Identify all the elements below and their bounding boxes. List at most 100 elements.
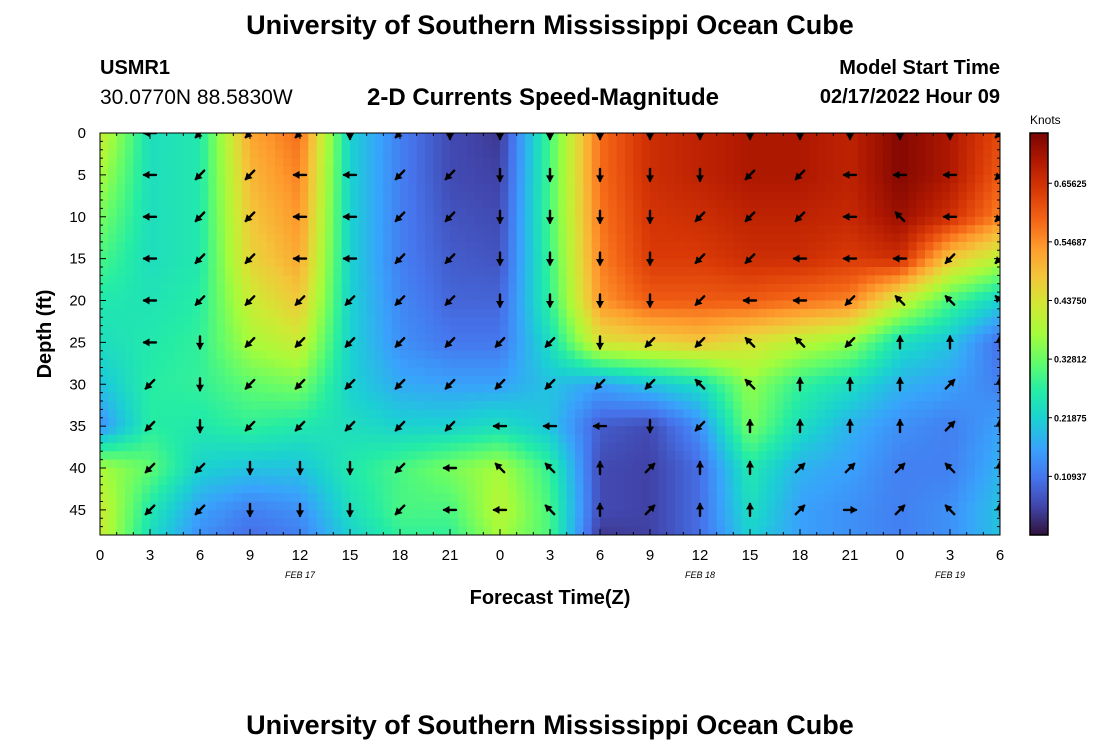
heatmap-cell (725, 208, 734, 218)
heatmap-cell (908, 342, 918, 352)
heatmap-cell (408, 317, 418, 327)
heatmap-cell (716, 409, 726, 419)
heatmap-cell (916, 216, 926, 226)
heatmap-cell (633, 275, 643, 285)
heatmap-cell (800, 359, 809, 369)
heatmap-cell (591, 292, 601, 302)
heatmap-cell (425, 258, 434, 268)
heatmap-cell (666, 283, 676, 293)
heatmap-cell (216, 359, 226, 369)
heatmap-cell (383, 267, 393, 276)
heatmap-cell (591, 350, 601, 360)
heatmap-cell (508, 283, 518, 293)
heatmap-cell (425, 459, 434, 469)
heatmap-cell (366, 174, 376, 184)
heatmap-cell (783, 342, 793, 352)
heatmap-cell (475, 267, 484, 276)
heatmap-cell (116, 409, 126, 419)
heatmap-cell (433, 241, 443, 251)
heatmap-cell (300, 409, 309, 419)
heatmap-cell (683, 275, 693, 285)
heatmap-cell (575, 451, 584, 461)
heatmap-cell (416, 325, 426, 335)
heatmap-cell (400, 442, 409, 452)
heatmap-cell (350, 258, 359, 268)
heatmap-cell (991, 468, 1000, 477)
heatmap-cell (833, 158, 843, 168)
heatmap-cell (233, 459, 243, 469)
heatmap-cell (941, 133, 951, 142)
heatmap-cell (258, 493, 268, 503)
heatmap-cell (650, 451, 659, 461)
heatmap-cell (566, 476, 576, 486)
heatmap-cell (533, 216, 543, 226)
heatmap-cell (350, 468, 359, 477)
heatmap-cell (750, 292, 759, 302)
heatmap-cell (875, 267, 884, 276)
heatmap-cell (775, 191, 784, 201)
heatmap-cell (841, 350, 851, 360)
heatmap-cell (958, 493, 968, 503)
heatmap-cell (308, 426, 318, 436)
heatmap-cell (350, 484, 359, 494)
heatmap-cell (408, 451, 418, 461)
heatmap-cell (425, 350, 434, 360)
heatmap-cell (908, 459, 918, 469)
heatmap-cell (791, 493, 801, 503)
heatmap-cell (833, 166, 843, 176)
heatmap-cell (591, 208, 601, 218)
heatmap-cell (691, 501, 701, 511)
heatmap-cell (841, 283, 851, 293)
heatmap-cell (366, 501, 376, 511)
heatmap-cell (650, 275, 659, 285)
heatmap-cell (916, 442, 926, 452)
heatmap-cell (483, 442, 493, 452)
heatmap-cell (825, 158, 834, 168)
heatmap-cell (508, 317, 518, 327)
heatmap-cell (966, 283, 976, 293)
heatmap-cell (358, 375, 368, 385)
heatmap-cell (900, 434, 909, 444)
heatmap-cell (466, 317, 476, 327)
heatmap-cell (116, 241, 126, 251)
heatmap-cell (916, 468, 926, 477)
heatmap-cell (100, 308, 109, 318)
heatmap-cell (958, 459, 968, 469)
heatmap-cell (358, 200, 368, 209)
heatmap-cell (358, 359, 368, 369)
heatmap-cell (250, 141, 259, 151)
heatmap-cell (816, 392, 826, 402)
heatmap-cell (675, 174, 684, 184)
heatmap-cell (433, 434, 443, 444)
heatmap-cell (325, 392, 334, 402)
heatmap-cell (183, 417, 193, 427)
heatmap-cell (458, 484, 468, 494)
heatmap-cell (716, 401, 726, 410)
heatmap-cell (250, 283, 259, 293)
heatmap-cell (383, 292, 393, 302)
heatmap-cell (275, 183, 284, 193)
heatmap-cell (416, 484, 426, 494)
heatmap-cell (266, 166, 276, 176)
heatmap-cell (958, 300, 968, 310)
heatmap-cell (150, 267, 159, 276)
heatmap-cell (725, 225, 734, 235)
heatmap-cell (225, 250, 234, 260)
heatmap-cell (300, 191, 309, 201)
heatmap-cell (483, 334, 493, 343)
heatmap-cell (500, 300, 509, 310)
heatmap-cell (908, 350, 918, 360)
heatmap-cell (666, 292, 676, 302)
heatmap-cell (791, 476, 801, 486)
heatmap-cell (225, 384, 234, 394)
heatmap-cell (750, 434, 759, 444)
heatmap-cell (475, 191, 484, 201)
heatmap-cell (808, 166, 818, 176)
heatmap-cell (175, 158, 184, 168)
heatmap-cell (191, 283, 201, 293)
heatmap-cell (833, 392, 843, 402)
heatmap-cell (483, 283, 493, 293)
heatmap-cell (625, 275, 634, 285)
heatmap-cell (141, 334, 151, 343)
heatmap-cell (133, 300, 143, 310)
